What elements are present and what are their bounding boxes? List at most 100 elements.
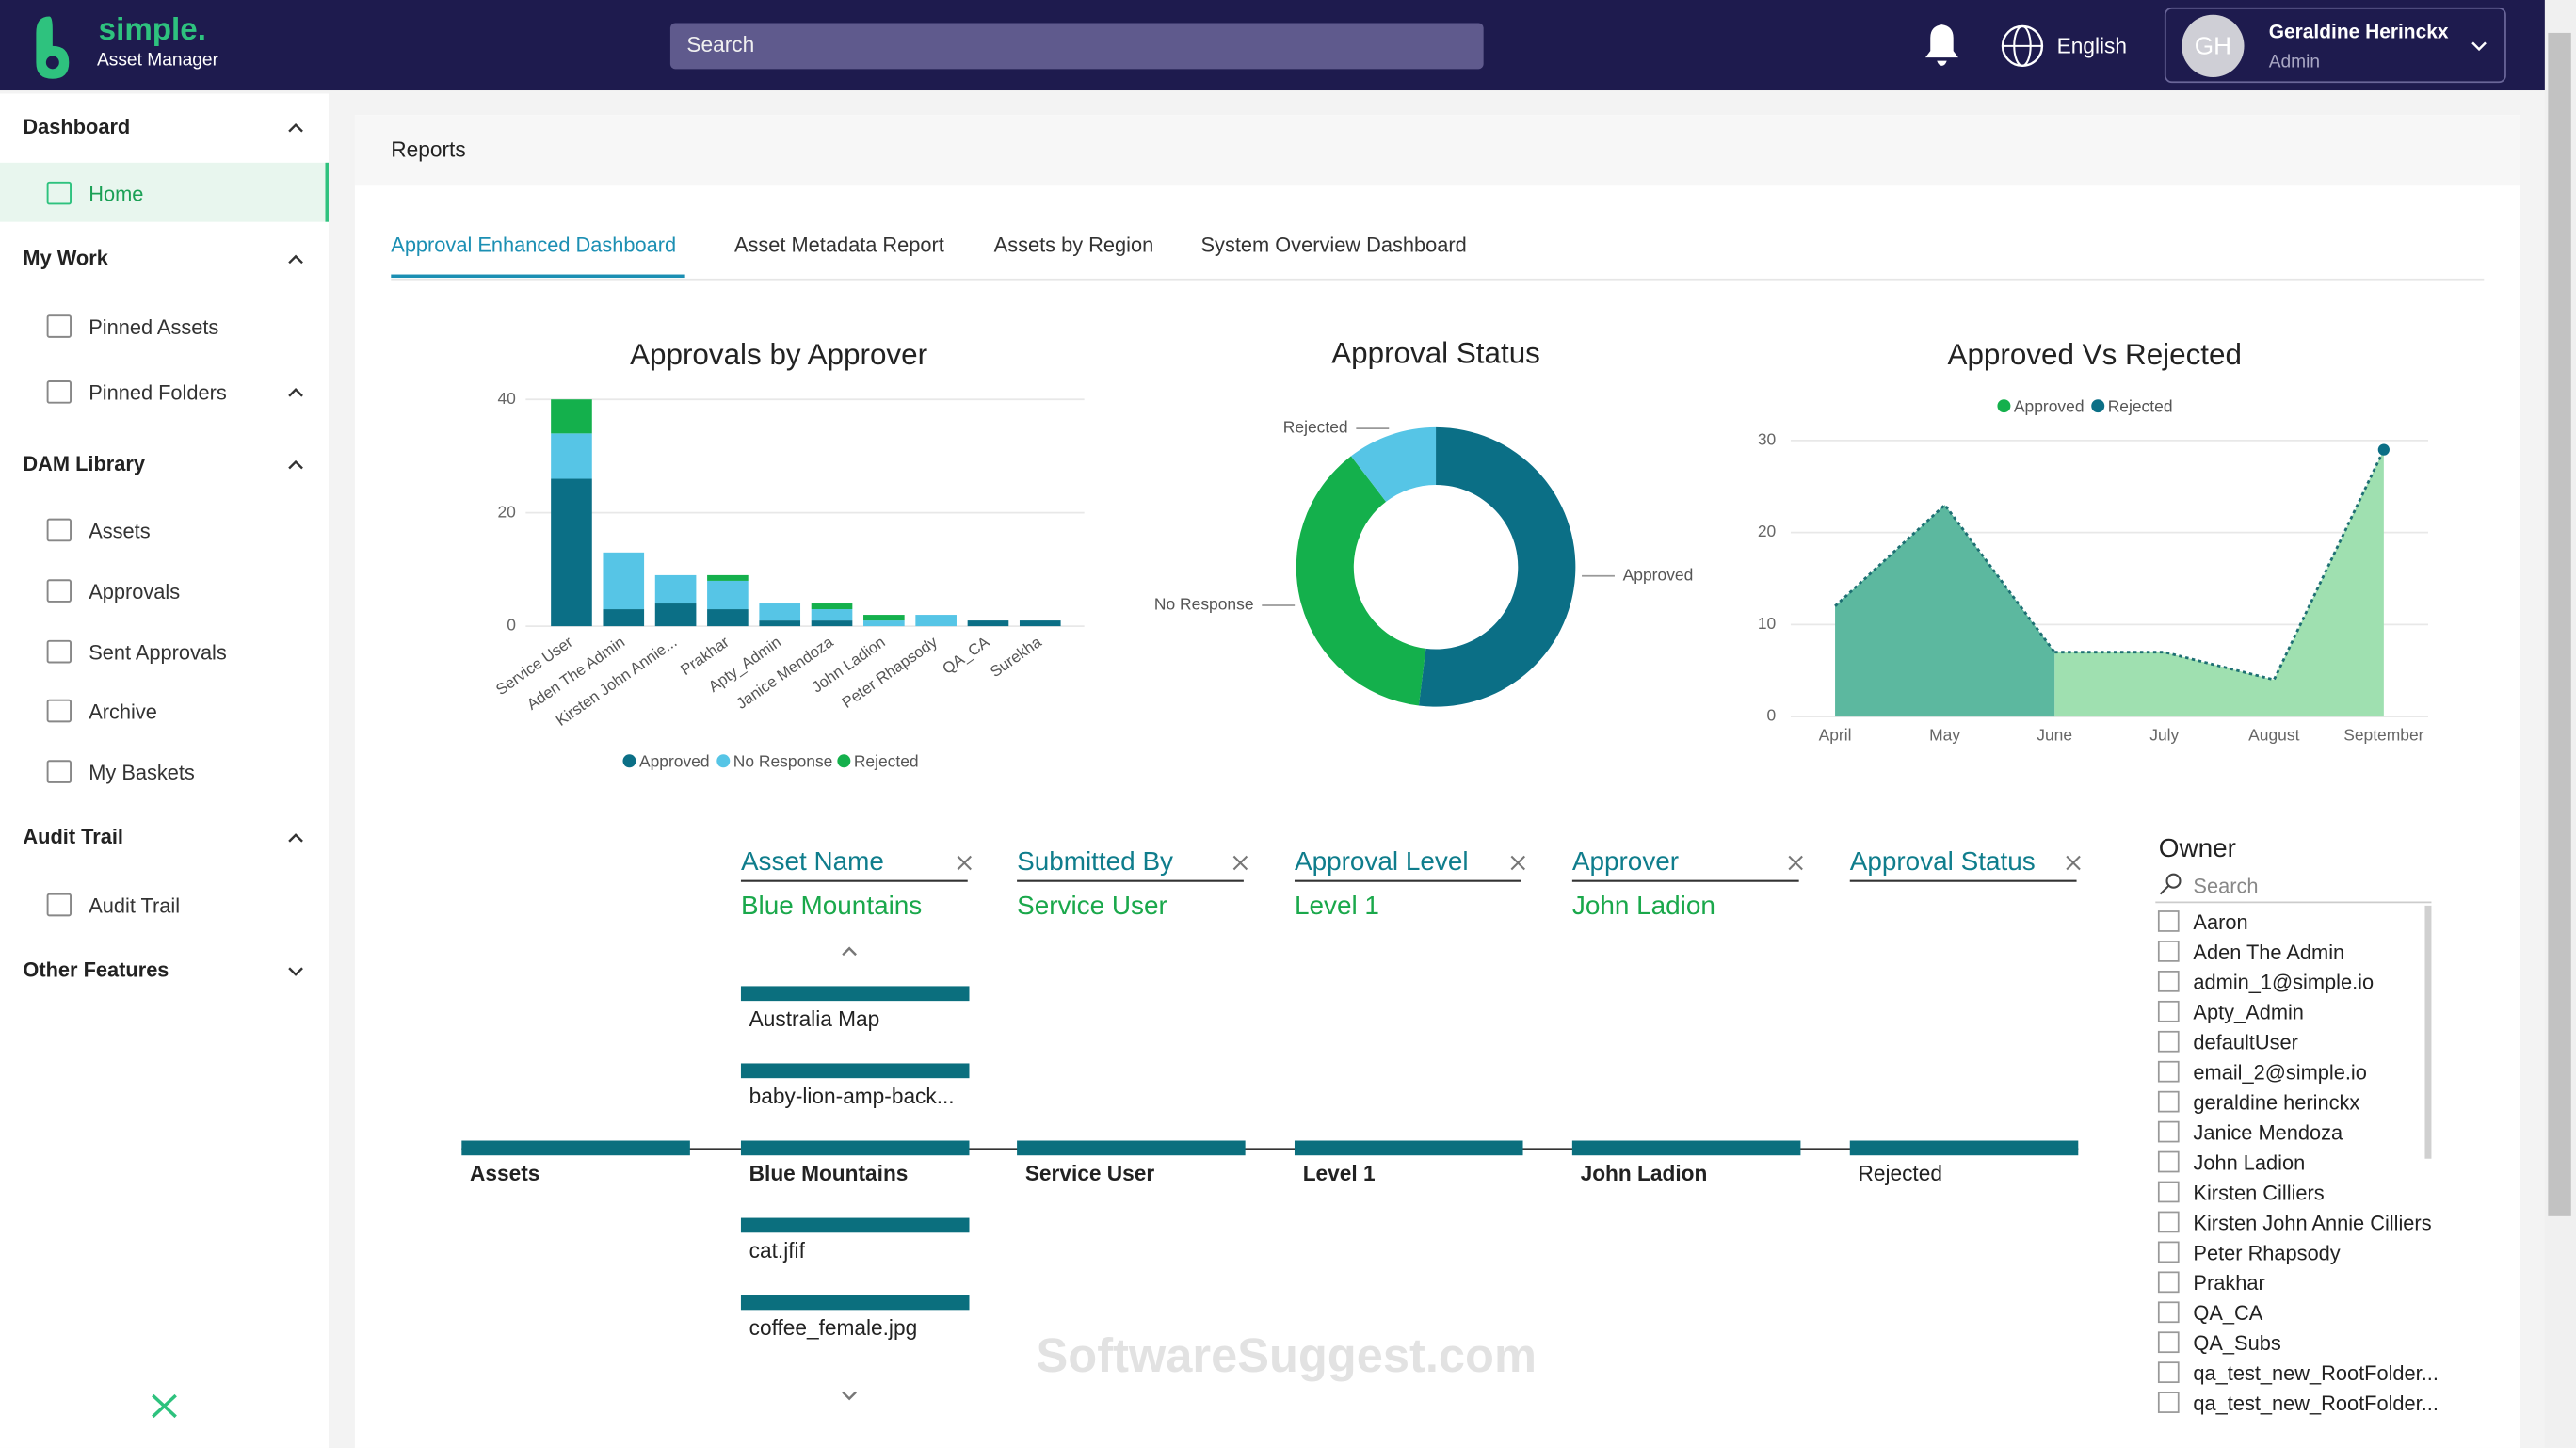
close-icon[interactable] — [152, 1393, 177, 1419]
sidebar-section-title[interactable]: My Work — [23, 247, 108, 270]
checkbox[interactable] — [2157, 1331, 2180, 1354]
tree-node-bar[interactable] — [740, 1063, 970, 1079]
slicer-item[interactable]: Aden The Admin — [2193, 941, 2344, 964]
tree-node-label[interactable]: Blue Mountains — [749, 1161, 909, 1185]
sidebar-item[interactable]: Sent Approvals — [89, 641, 227, 665]
slicer-item[interactable]: Peter Rhapsody — [2193, 1241, 2340, 1264]
filter-label[interactable]: Asset Name — [741, 846, 884, 876]
filter-label[interactable]: Approver — [1572, 846, 1679, 876]
checkbox[interactable] — [2157, 1000, 2180, 1022]
checkbox[interactable] — [2157, 1120, 2180, 1143]
slicer-item[interactable]: geraldine herinckx — [2193, 1091, 2359, 1115]
tree-node-bar[interactable] — [1294, 1140, 1523, 1156]
checkbox[interactable] — [2157, 971, 2180, 992]
sidebar-section-title[interactable]: Other Features — [23, 957, 169, 981]
slicer-search[interactable]: Search — [2193, 874, 2258, 897]
tab[interactable]: Assets by Region — [994, 233, 1154, 257]
checkbox[interactable] — [2157, 1090, 2180, 1113]
sidebar-item[interactable]: Pinned Assets — [89, 315, 218, 339]
tree-node-bar[interactable] — [740, 1140, 970, 1156]
filter-label[interactable]: Approval Level — [1295, 846, 1469, 876]
checkbox[interactable] — [2157, 1211, 2180, 1233]
filter-value[interactable]: John Ladion — [1572, 891, 1715, 920]
legend-label[interactable]: Approved — [2014, 397, 2085, 416]
filter-label[interactable]: Approval Status — [1850, 846, 2036, 876]
checkbox[interactable] — [2157, 1301, 2180, 1324]
clear-icon[interactable] — [1788, 855, 1803, 871]
legend-label[interactable]: Rejected — [854, 752, 919, 771]
slicer-item[interactable]: qa_test_new_RootFolder... — [2193, 1392, 2438, 1415]
clear-icon[interactable] — [1510, 855, 1526, 871]
tree-node-label[interactable]: John Ladion — [1581, 1161, 1708, 1185]
sidebar-item[interactable]: Approvals — [89, 580, 180, 603]
clear-icon[interactable] — [957, 855, 972, 871]
tree-node-bar[interactable] — [740, 986, 970, 1002]
slicer-item[interactable]: admin_1@simple.io — [2193, 971, 2374, 994]
tab[interactable]: Asset Metadata Report — [734, 233, 944, 257]
sidebar-item[interactable]: Pinned Folders — [89, 381, 227, 405]
tree-node-bar[interactable] — [1571, 1140, 1801, 1156]
user-box[interactable] — [2164, 7, 2506, 84]
slicer-item[interactable]: Kirsten John Annie Cilliers — [2193, 1211, 2431, 1234]
scrollbar-thumb[interactable] — [2548, 32, 2571, 1216]
slicer-item[interactable]: Janice Mendoza — [2193, 1120, 2343, 1144]
tree-node-bar[interactable] — [1849, 1140, 2079, 1156]
sidebar-section-title[interactable]: Audit Trail — [23, 825, 123, 848]
slicer-item[interactable]: QA_Subs — [2193, 1331, 2280, 1355]
checkbox[interactable] — [2157, 1392, 2180, 1413]
slicer-item[interactable]: QA_CA — [2193, 1301, 2262, 1325]
checkbox[interactable] — [2157, 1181, 2180, 1203]
slicer-item[interactable]: Apty_Admin — [2193, 1001, 2304, 1024]
tree-node-bar[interactable] — [1017, 1140, 1246, 1156]
clear-icon[interactable] — [1232, 855, 1248, 871]
sidebar-item[interactable]: Audit Trail — [89, 893, 180, 917]
search-box[interactable] — [669, 23, 1484, 70]
sidebar-item[interactable]: Assets — [89, 519, 150, 542]
slicer-scrollbar[interactable] — [2424, 905, 2432, 1159]
sidebar-section-title[interactable]: DAM Library — [23, 452, 145, 475]
slicer-item[interactable]: email_2@simple.io — [2193, 1061, 2366, 1085]
checkbox[interactable] — [2157, 1060, 2180, 1083]
checkbox[interactable] — [2157, 1271, 2180, 1294]
legend-label[interactable]: Rejected — [2108, 397, 2173, 416]
filter-value[interactable]: Level 1 — [1295, 891, 1379, 920]
checkbox[interactable] — [2157, 910, 2180, 932]
legend-label[interactable]: No Response — [733, 752, 833, 771]
sidebar-item[interactable]: Archive — [89, 700, 157, 723]
tree-node-label[interactable]: Service User — [1025, 1161, 1155, 1185]
slicer-item[interactable]: Aaron — [2193, 910, 2247, 934]
clear-icon[interactable] — [2066, 855, 2081, 871]
tab[interactable]: Approval Enhanced Dashboard — [391, 233, 676, 257]
bell-icon[interactable] — [1925, 24, 1958, 66]
slicer-item[interactable]: defaultUser — [2193, 1031, 2297, 1054]
checkbox[interactable] — [2157, 1030, 2180, 1053]
tree-node-label[interactable]: coffee_female.jpg — [749, 1315, 918, 1340]
slicer-item[interactable]: qa_test_new_RootFolder... — [2193, 1361, 2438, 1385]
filter-value[interactable]: Blue Mountains — [741, 891, 922, 920]
sidebar-item[interactable]: Home — [89, 183, 143, 206]
checkbox[interactable] — [2157, 1361, 2180, 1384]
tree-node-label[interactable]: Level 1 — [1303, 1161, 1376, 1185]
slicer-item[interactable]: John Ladion — [2193, 1150, 2305, 1174]
tree-node-label[interactable]: Rejected — [1858, 1161, 1941, 1185]
tab[interactable]: System Overview Dashboard — [1201, 233, 1467, 257]
tree-node-label[interactable]: baby-lion-amp-back... — [749, 1084, 955, 1108]
legend-label[interactable]: Approved — [639, 752, 710, 771]
filter-value[interactable]: Service User — [1017, 891, 1167, 920]
checkbox[interactable] — [2157, 941, 2180, 962]
tree-node-bar[interactable] — [740, 1295, 970, 1311]
checkbox[interactable] — [2157, 1150, 2180, 1173]
search-placeholder[interactable]: Search — [686, 32, 754, 56]
slicer-item[interactable]: Prakhar — [2193, 1271, 2264, 1295]
checkbox[interactable] — [2157, 1241, 2180, 1263]
slicer-item[interactable]: Kirsten Cilliers — [2193, 1181, 2324, 1204]
tree-node-bar[interactable] — [461, 1140, 690, 1156]
sidebar-section-title[interactable]: Dashboard — [23, 115, 130, 138]
language[interactable]: English — [2057, 34, 2127, 58]
tree-node-label[interactable]: cat.jfif — [749, 1238, 806, 1263]
filter-label[interactable]: Submitted By — [1017, 846, 1173, 876]
sidebar-item[interactable]: My Baskets — [89, 761, 195, 784]
tree-node-label[interactable]: Australia Map — [749, 1006, 880, 1031]
tree-node-label[interactable]: Assets — [470, 1161, 539, 1185]
tree-node-bar[interactable] — [740, 1217, 970, 1233]
